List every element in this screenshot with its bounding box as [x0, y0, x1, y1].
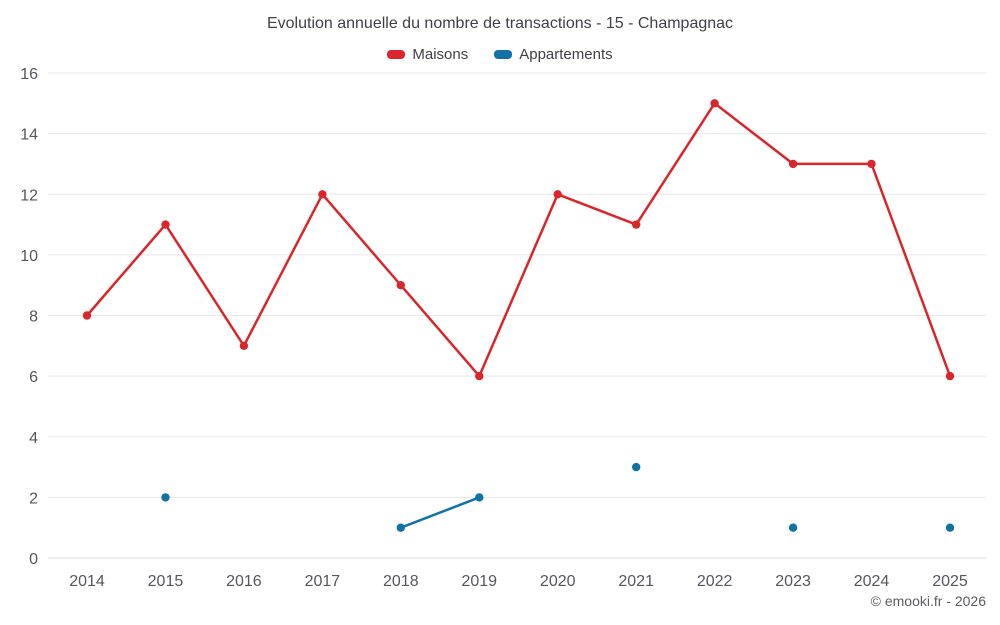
x-axis-tick-label: 2022	[697, 573, 733, 590]
data-point-maisons	[396, 281, 405, 290]
data-point-maisons	[475, 371, 484, 381]
data-point-maisons	[710, 99, 719, 108]
appartements-color-swatch-icon	[494, 50, 513, 59]
data-point-appartements	[396, 523, 405, 532]
y-axis-tick-label: 12	[20, 187, 38, 204]
x-axis-tick-label: 2025	[932, 573, 968, 590]
legend-label-appartements: Appartements	[519, 46, 613, 63]
data-point-maisons	[945, 371, 955, 381]
data-point-maisons	[788, 159, 798, 169]
x-axis-tick-label: 2019	[461, 573, 497, 590]
x-axis-tick-label: 2021	[618, 573, 654, 590]
y-axis-tick-label: 8	[29, 309, 38, 326]
x-axis-tick-label: 2015	[148, 573, 184, 590]
legend-label-maisons: Maisons	[412, 46, 469, 63]
chart-title: Evolution annuelle du nombre de transact…	[266, 15, 734, 32]
legend-item-maisons[interactable]: Maisons	[387, 46, 468, 63]
data-point-appartements	[161, 493, 170, 502]
data-point-appartements	[475, 493, 484, 502]
copyright-credit: © emooki.fr - 2026	[870, 593, 986, 609]
data-point-maisons	[867, 159, 876, 169]
y-axis-tick-label: 10	[20, 248, 38, 265]
x-axis-tick-label: 2014	[69, 573, 105, 590]
data-point-maisons	[553, 190, 562, 199]
x-axis-tick-label: 2023	[775, 573, 811, 590]
y-axis-tick-label: 6	[29, 369, 38, 386]
data-point-appartements	[945, 523, 955, 532]
x-axis-tick-label: 2024	[854, 573, 890, 590]
data-point-appartements	[788, 523, 798, 532]
chart-legend: Maisons Appartements	[0, 46, 1000, 63]
y-axis-tick-label: 0	[29, 551, 38, 568]
data-point-maisons	[161, 220, 170, 229]
data-point-appartements	[632, 462, 641, 472]
x-axis-tick-label: 2020	[540, 573, 576, 590]
y-axis-tick-label: 14	[20, 127, 38, 144]
data-point-maisons	[82, 311, 92, 320]
y-axis-tick-label: 4	[29, 430, 38, 447]
series-line-appartements	[401, 497, 950, 527]
y-axis-tick-label: 16	[20, 66, 38, 83]
x-axis-tick-label: 2017	[305, 573, 341, 590]
x-axis-tick-label: 2018	[383, 573, 419, 590]
x-axis-tick-label: 2016	[226, 573, 262, 590]
data-point-maisons	[632, 220, 641, 229]
series-line-maisons	[85, 102, 952, 378]
maisons-color-swatch-icon	[387, 50, 406, 59]
legend-item-appartements[interactable]: Appartements	[494, 46, 613, 63]
y-axis-tick-label: 2	[29, 490, 38, 507]
data-point-maisons	[318, 190, 327, 199]
data-point-maisons	[239, 341, 249, 350]
